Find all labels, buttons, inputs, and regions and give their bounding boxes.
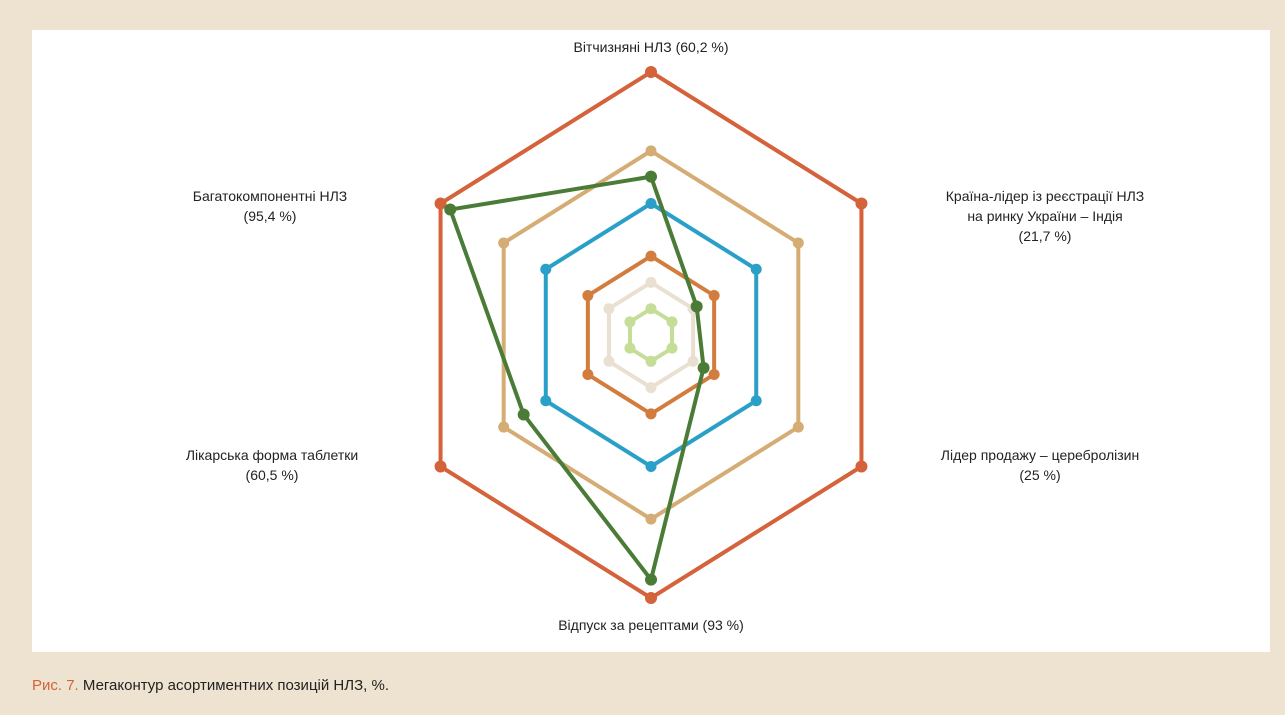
grid-ring-dot [645,592,657,604]
grid-ring-dot [687,355,699,367]
axis-label-line: на ринку України – Індія [967,208,1122,224]
grid-ring-dot [750,263,762,275]
grid-ring-dot [645,145,657,157]
grid-ring-dot [855,197,868,210]
grid-ring-dot [645,250,657,262]
grid-ring-dot [645,408,657,420]
grid-ring-dot [624,316,636,328]
grid-ring-dot [498,421,510,433]
grid-ring-dot [750,395,762,407]
axis-label: Вітчизняні НЛЗ (60,2 %) [573,39,728,55]
caption-label: Рис. 7. [32,677,79,694]
grid-ring-dot [498,237,510,249]
grid-ring-dot [645,382,657,394]
axis-label-line: Країна-лідер із реєстрації НЛЗ [946,188,1145,204]
grid-ring-dot [582,290,594,302]
grid-ring-dot [603,355,615,367]
data-point [444,203,457,216]
data-point [690,300,703,313]
axis-label: Відпуск за рецептами (93 %) [558,617,744,633]
grid-ring-dot [645,66,657,78]
grid-ring-dot [708,290,720,302]
axis-label-line: Відпуск за рецептами [558,617,698,633]
axis-label: Лікарська форма таблетки (60,5 %) [186,447,358,483]
value-label: (60,2 %) [676,39,729,55]
grid-ring-dot [603,303,615,315]
grid-ring-dot [645,513,657,525]
chart-panel [32,30,1270,652]
value-label: (93 %) [703,617,744,633]
data-point [645,573,657,586]
grid-ring-dot [540,263,552,275]
axis-label: Багатокомпонентні НЛЗ (95,4 %) [193,188,348,224]
grid-ring-dot [792,237,804,249]
grid-ring-dot [434,460,447,473]
grid-ring-dot [645,461,657,472]
value-label: (25 %) [1019,467,1060,483]
grid-ring-dot [645,276,657,288]
axis-label-line: Багатокомпонентні НЛЗ [193,188,348,204]
grid-ring-dot [792,421,804,433]
grid-ring-dot [582,368,594,380]
grid-ring-dot [540,395,552,407]
data-point [697,361,710,374]
axis-label-line: Вітчизняні НЛЗ [573,39,671,55]
value-label: (60,5 %) [246,467,299,483]
grid-ring-dot [708,368,720,380]
axis-label-line: Лікарська форма таблетки [186,447,358,463]
grid-ring-dot [855,460,868,473]
axis-label: Лідер продажу – церебролізин (25 %) [941,447,1139,483]
value-label: (95,4 %) [244,208,297,224]
caption-text: Мегаконтур асортиментних позицій НЛЗ, %. [83,677,389,694]
axis-label: Країна-лідер із реєстрації НЛЗ на ринку У… [946,188,1145,244]
grid-ring-dot [666,342,678,354]
caption: Рис. 7. Мегаконтур асортиментних позицій… [32,677,389,694]
grid-ring-dot [434,197,447,210]
grid-ring-dot [624,342,636,354]
data-point [645,170,657,183]
axis-label-line: Лідер продажу – церебролізин [941,447,1139,463]
data-point [517,408,530,421]
grid-ring-dot [666,316,678,328]
grid-ring-dot [645,198,657,209]
grid-ring-dot [645,355,657,367]
grid-ring-dot [645,303,657,315]
value-label: (21,7 %) [1019,228,1072,244]
